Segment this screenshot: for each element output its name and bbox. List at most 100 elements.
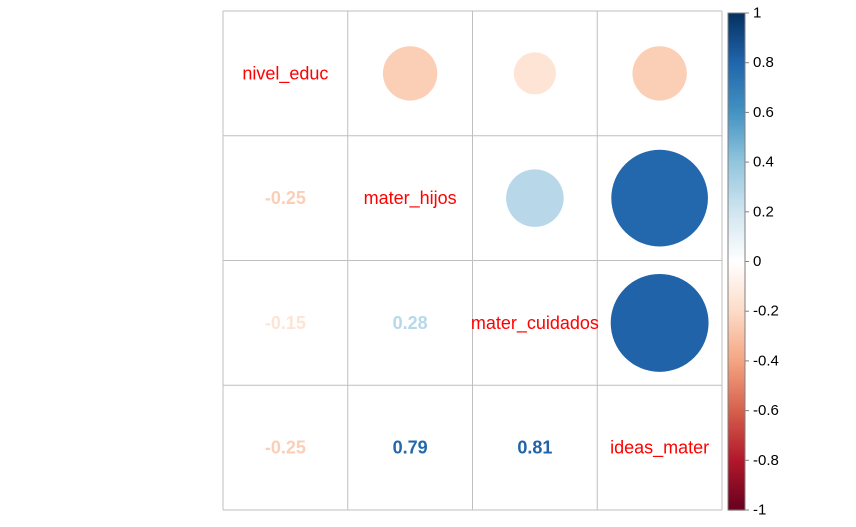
colorbar-segment (728, 87, 745, 91)
corr-value-label: -0.25 (265, 188, 306, 208)
colorbar-segment (728, 27, 745, 31)
colorbar-segment (728, 318, 745, 322)
colorbar-segment (728, 184, 745, 188)
colorbar-segment (728, 75, 745, 79)
colorbar-segment (728, 415, 745, 419)
colorbar-segment (728, 117, 745, 121)
corr-circle-mater_hijos-ideas_mater (611, 149, 708, 247)
colorbar-segment (728, 311, 745, 315)
colorbar-segment (728, 134, 745, 138)
colorbar-segment (728, 363, 745, 367)
variable-label-mater_hijos: mater_hijos (364, 188, 457, 209)
colorbar-segment (728, 328, 745, 332)
colorbar-segment (728, 60, 745, 64)
corr-circle-nivel_educ-mater_cuidados (513, 52, 556, 95)
colorbar-segment (728, 398, 745, 402)
colorbar-segment (728, 348, 745, 352)
colorbar-segment (728, 437, 745, 442)
colorbar-segment (728, 65, 745, 69)
colorbar-segment (728, 191, 745, 196)
colorbar-segment (728, 194, 745, 198)
corr-value-label: 0.79 (393, 438, 428, 458)
colorbar-segment (728, 231, 745, 235)
colorbar-segment (728, 502, 745, 506)
colorbar-segment (728, 263, 745, 268)
colorbar-segment (728, 199, 745, 203)
colorbar-segment (728, 505, 745, 509)
colorbar-segment (728, 383, 745, 387)
colorbar-segment (728, 95, 745, 99)
colorbar-segment (728, 177, 745, 181)
colorbar-segment (728, 268, 745, 273)
colorbar-segment (728, 408, 745, 412)
colorbar-segment (728, 15, 745, 19)
colorbar-segment (728, 62, 745, 66)
colorbar-segment (728, 308, 745, 312)
colorbar-segment (728, 164, 745, 168)
colorbar-tick-label: -0.8 (753, 452, 779, 469)
colorbar-segment (728, 72, 745, 76)
colorbar-segment (728, 157, 745, 161)
colorbar-segment (728, 129, 745, 133)
colorbar-segment (728, 405, 745, 409)
colorbar-segment (728, 186, 745, 191)
colorbar-segment (728, 119, 745, 123)
colorbar-segment (728, 236, 745, 240)
colorbar-segment (728, 112, 745, 116)
corr-value-label: 0.81 (517, 438, 552, 458)
corr-circle-mater_cuidados-ideas_mater (610, 273, 709, 372)
colorbar-segment (728, 480, 745, 484)
colorbar-segment (728, 127, 745, 131)
corr-value-label: -0.25 (265, 438, 306, 458)
colorbar-segment (728, 393, 745, 397)
colorbar-segment (728, 273, 745, 278)
colorbar-segment (728, 147, 745, 151)
colorbar-segment (728, 281, 745, 285)
colorbar-segment (728, 266, 745, 270)
colorbar-segment (728, 485, 745, 489)
colorbar-segment (728, 50, 745, 54)
colorbar-segment (728, 256, 745, 260)
colorbar-segment (728, 22, 745, 27)
colorbar-segment (728, 472, 745, 476)
colorbar-segment (728, 410, 745, 414)
colorbar-segment (728, 447, 745, 451)
colorbar-segment (728, 70, 745, 74)
colorbar-segment (728, 301, 745, 305)
colorbar-segment (728, 67, 745, 71)
colorbar-segment (728, 229, 745, 233)
colorbar-segment (728, 413, 745, 417)
colorbar-segment (728, 293, 745, 297)
colorbar-segment (728, 326, 745, 330)
colorbar-segment (728, 388, 745, 392)
colorbar-segment (728, 353, 745, 357)
colorbar-segment (728, 507, 745, 511)
colorbar-segment (728, 373, 745, 377)
corr-circle-nivel_educ-ideas_mater (632, 46, 687, 101)
colorbar-segment (728, 90, 745, 94)
colorbar-segment (728, 259, 745, 263)
colorbar-segment (728, 219, 745, 223)
colorbar-segment (728, 254, 745, 258)
colorbar-segment (728, 132, 745, 136)
colorbar-segment (728, 355, 745, 360)
colorbar-tick-label: -0.2 (753, 303, 779, 320)
colorbar-segment (728, 490, 745, 494)
colorbar-segment (728, 390, 745, 394)
colorbar-segment (728, 249, 745, 253)
colorbar-segment (728, 32, 745, 36)
colorbar-segment (728, 497, 745, 501)
colorbar-segment (728, 99, 745, 104)
colorbar-segment (728, 450, 745, 454)
colorbar-segment (728, 206, 745, 210)
colorbar-tick-label: -1 (753, 502, 766, 519)
colorbar-segment (728, 331, 745, 335)
colorbar-segment (728, 286, 745, 290)
colorbar-segment (728, 487, 745, 491)
colorbar-segment (728, 477, 745, 481)
colorbar-tick-label: 0 (753, 253, 761, 270)
colorbar-segment (728, 395, 745, 399)
colorbar-segment (728, 80, 745, 84)
